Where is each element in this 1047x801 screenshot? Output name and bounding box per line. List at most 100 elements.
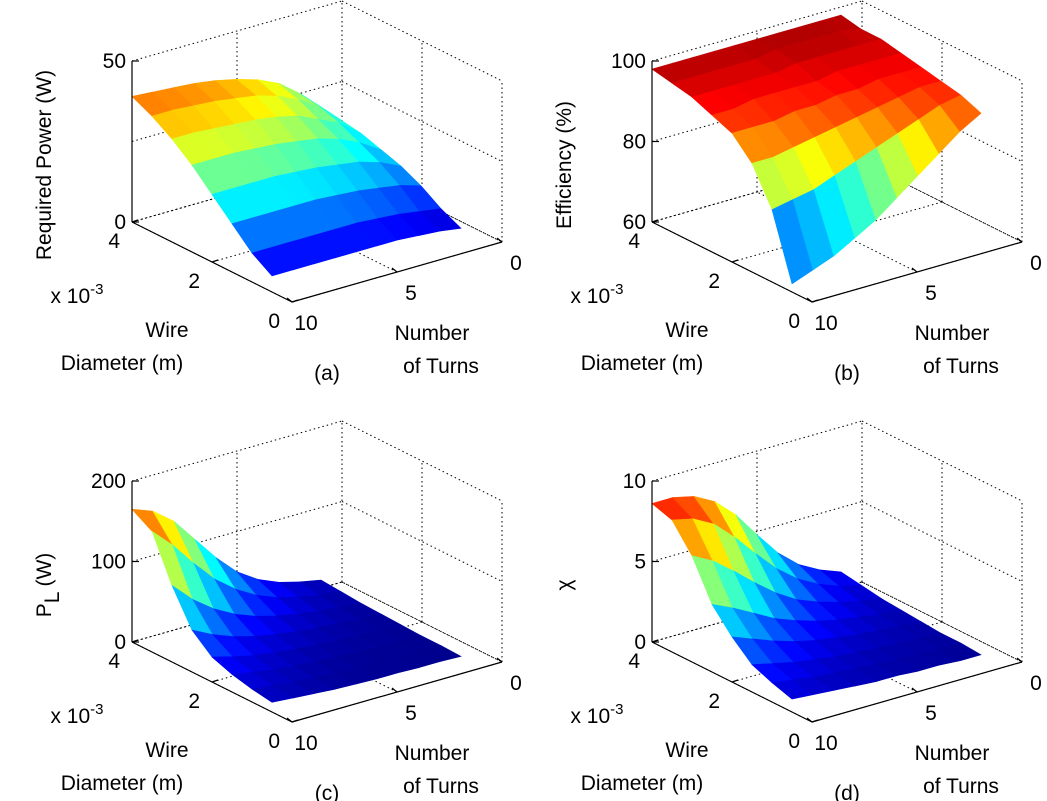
x-tick-label: 4 (628, 230, 640, 253)
z-axis-label: χ (553, 579, 576, 590)
panel-b: 60 80 100 0 2 4 0 5 10 x 10-3 Wire Diameter (m) Numb… (553, 0, 1042, 385)
z-axis-label: Efficiency (%) (553, 101, 576, 229)
surface-patch (939, 94, 982, 132)
z-tick-label: 0 (114, 631, 126, 654)
grid-line (341, 81, 503, 162)
y-tick-mark (496, 237, 503, 243)
surface-patch (939, 642, 982, 662)
z-tick-label: 0 (114, 211, 126, 234)
x-exponent-label: x 10-3 (570, 281, 623, 308)
y-tick-label: 0 (510, 252, 522, 275)
z-axis-label: PL (W) (33, 553, 64, 618)
x-axis-label: Diameter (m) (61, 772, 184, 795)
x-axis-label: Wire (145, 739, 188, 762)
x-axis-label: Wire (665, 739, 708, 762)
x-tick-label: 2 (188, 690, 200, 713)
y-axis-label: Number (395, 322, 470, 345)
x-tick-mark (811, 719, 819, 723)
y-axis-label: Number (395, 742, 470, 765)
y-tick-label: 0 (1030, 672, 1042, 695)
x-axis-label: Wire (145, 319, 188, 342)
z-tick-label: 200 (91, 470, 126, 493)
grid-line (341, 501, 503, 582)
y-tick-label: 10 (814, 732, 837, 755)
x-axis-label: Diameter (m) (581, 352, 704, 375)
x-tick-mark (731, 259, 739, 263)
y-axis-label: of Turns (923, 355, 999, 378)
y-tick-mark (286, 717, 293, 723)
x-axis-label: Diameter (m) (581, 772, 704, 795)
y-tick-label: 5 (925, 702, 937, 725)
grid-line (861, 581, 1023, 663)
y-tick-mark (911, 267, 918, 273)
y-tick-label: 5 (405, 702, 417, 725)
x-tick-mark (291, 299, 299, 303)
y-axis-label: Number (915, 742, 990, 765)
panel-label: (a) (314, 362, 340, 385)
x-tick-mark (651, 639, 659, 643)
z-axis-label: Required Power (W) (33, 70, 56, 260)
y-tick-mark (1016, 237, 1023, 243)
z-tick-label: 100 (91, 551, 126, 574)
y-tick-label: 5 (925, 282, 937, 305)
x-tick-label: 0 (268, 310, 280, 333)
x-tick-mark (731, 679, 739, 683)
z-tick-label: 5 (634, 551, 646, 574)
y-tick-label: 0 (1030, 252, 1042, 275)
y-tick-mark (391, 267, 398, 273)
x-tick-label: 2 (708, 690, 720, 713)
x-exponent-label: x 10-3 (50, 281, 103, 308)
panel-label: (d) (834, 782, 860, 801)
grid-line (861, 81, 1023, 162)
x-tick-mark (291, 719, 299, 723)
grid-line (341, 0, 503, 82)
panel-label: (c) (315, 782, 340, 801)
grid-line (861, 501, 1023, 582)
y-tick-label: 0 (510, 672, 522, 695)
z-tick-label: 100 (611, 50, 646, 73)
x-tick-label: 2 (708, 270, 720, 293)
x-tick-label: 0 (788, 730, 800, 753)
y-tick-mark (286, 297, 293, 303)
grid-line (341, 581, 503, 663)
y-tick-mark (1016, 657, 1023, 663)
x-tick-mark (811, 299, 819, 303)
x-tick-mark (131, 219, 139, 223)
z-tick-label: 80 (623, 131, 646, 154)
grid-line (861, 420, 1023, 502)
grid-line (861, 161, 1023, 243)
z-tick-label: 10 (623, 470, 646, 493)
grid-line (651, 0, 863, 62)
y-tick-label: 10 (294, 312, 317, 335)
grid-line (341, 581, 503, 663)
grid-line (651, 420, 863, 482)
x-tick-label: 4 (628, 650, 640, 673)
y-axis-label: Number (915, 322, 990, 345)
x-tick-label: 2 (188, 270, 200, 293)
x-exponent-label: x 10-3 (570, 701, 623, 728)
x-tick-mark (651, 219, 659, 223)
x-tick-label: 4 (108, 230, 120, 253)
z-tick-label: 60 (623, 211, 646, 234)
x-axis-label: Wire (665, 319, 708, 342)
surface-patch (419, 208, 462, 232)
y-tick-label: 10 (294, 732, 317, 755)
y-tick-mark (806, 717, 813, 723)
x-tick-mark (131, 639, 139, 643)
grid-line (341, 161, 503, 243)
grid-line (131, 420, 343, 482)
y-tick-mark (806, 297, 813, 303)
y-tick-mark (496, 657, 503, 663)
y-tick-label: 10 (814, 312, 837, 335)
z-tick-label: 0 (634, 631, 646, 654)
x-tick-label: 0 (788, 310, 800, 333)
x-axis-label: Diameter (m) (61, 352, 184, 375)
x-exponent-label: x 10-3 (50, 701, 103, 728)
y-tick-label: 5 (405, 282, 417, 305)
x-tick-mark (211, 259, 219, 263)
surface-patch (419, 645, 462, 662)
grid-line (651, 501, 863, 562)
